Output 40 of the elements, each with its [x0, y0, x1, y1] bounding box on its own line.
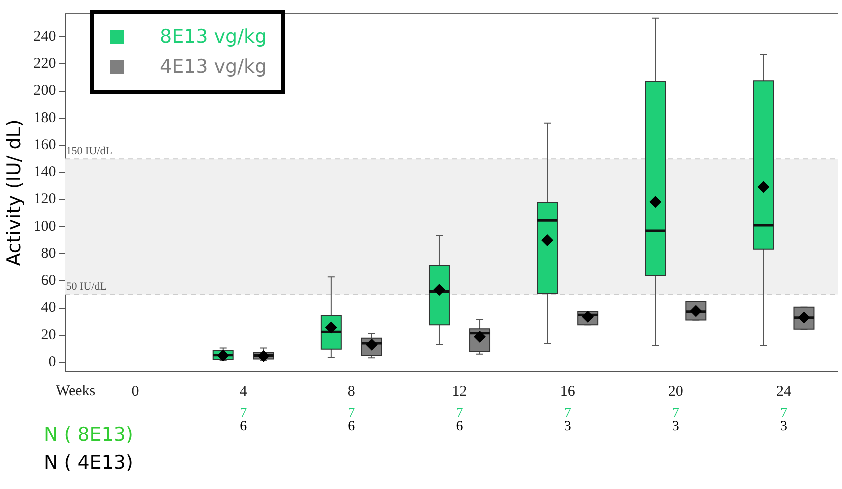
y-tick-label: 60 [41, 273, 56, 290]
y-tick-label: 180 [34, 110, 56, 126]
y-tick-label: 20 [41, 327, 56, 344]
x-tick-label: 8 [348, 384, 356, 400]
text: 3 [564, 420, 572, 435]
text: 6 [456, 420, 464, 435]
text: 3 [672, 420, 680, 435]
text: N ( 4E13) [44, 452, 134, 474]
y-tick-label: 40 [41, 300, 56, 316]
y-tick-label: 0 [48, 354, 56, 370]
y-tick-label: 160 [34, 137, 56, 154]
x-tick-label: 0 [132, 384, 140, 400]
text: 3 [780, 420, 788, 435]
y-tick-label: 200 [34, 83, 56, 100]
text: 7 [456, 406, 464, 422]
text: 6 [240, 420, 248, 435]
ref-line-label: 50 IU/dL [66, 281, 108, 294]
legend-label: 8E13 vg/kg [160, 26, 268, 48]
text: 6 [348, 420, 356, 435]
text: 7 [564, 406, 572, 422]
x-axis-title: Weeks [56, 383, 96, 400]
legend-label: 4E13 vg/kg [160, 56, 268, 78]
x-tick-label: 4 [240, 384, 248, 400]
y-tick-label: 80 [41, 246, 56, 262]
x-tick-label: 12 [452, 384, 468, 400]
y-axis-title: Activity (IU/ dL) [3, 120, 26, 266]
text: 7 [240, 406, 248, 422]
y-tick-label: 240 [34, 28, 56, 45]
y-tick-label: 220 [34, 56, 56, 72]
text: N ( 8E13) [44, 424, 134, 446]
text: 7 [780, 406, 788, 422]
y-tick-label: 100 [34, 218, 56, 235]
x-tick-label: 20 [668, 384, 684, 400]
text: 7 [348, 406, 356, 422]
text: 7 [672, 406, 680, 422]
y-tick-label: 140 [34, 164, 56, 181]
x-tick-label: 16 [560, 384, 576, 400]
x-tick-label: 24 [776, 384, 792, 400]
ref-line-label: 150 IU/dL [66, 145, 113, 158]
y-tick-label: 120 [34, 192, 56, 208]
